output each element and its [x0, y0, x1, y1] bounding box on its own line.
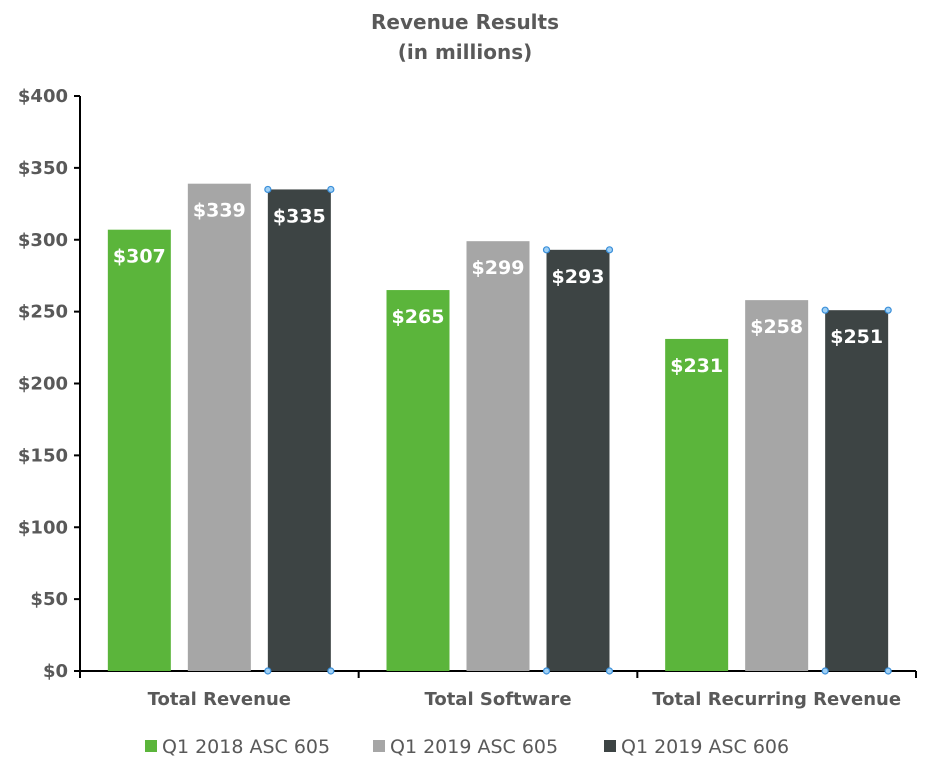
selection-handle[interactable] — [605, 667, 614, 675]
y-tick-label: $300 — [18, 230, 68, 251]
data-label: $299 — [472, 257, 525, 279]
y-tick-label: $50 — [30, 589, 68, 610]
data-label: $293 — [552, 266, 605, 288]
chart-title-line-1: Revenue Results — [371, 10, 559, 34]
selection-handle[interactable] — [264, 185, 272, 194]
y-tick-label: $250 — [18, 302, 68, 323]
chart-title-line-2: (in millions) — [398, 40, 532, 64]
bar-q1-2019-asc-606[interactable] — [825, 310, 889, 671]
y-tick-label: $200 — [18, 374, 68, 395]
selection-handle[interactable] — [821, 667, 829, 675]
data-label: $307 — [113, 246, 166, 268]
selection-handle[interactable] — [264, 667, 272, 675]
y-tick-label: $350 — [18, 158, 68, 179]
bar-q1-2019-asc-605[interactable] — [466, 241, 530, 671]
selection-handle[interactable] — [605, 246, 614, 254]
selection-handle[interactable] — [884, 667, 892, 675]
bar-q1-2018-asc-605[interactable] — [665, 338, 729, 671]
legend-swatch — [604, 740, 616, 752]
selection-handle[interactable] — [884, 306, 892, 314]
bar-q1-2019-asc-605[interactable] — [745, 300, 809, 671]
legend-label: Q1 2019 ASC 606 — [621, 736, 789, 758]
x-tick-label: Total Recurring Revenue — [652, 689, 901, 710]
selection-handle[interactable] — [542, 246, 551, 254]
data-label: $335 — [273, 205, 326, 227]
x-tick-label: Total Software — [424, 689, 571, 710]
selection-handle[interactable] — [327, 667, 335, 675]
data-label: $258 — [750, 316, 803, 338]
data-label: $251 — [830, 326, 883, 348]
y-tick-label: $0 — [43, 661, 68, 682]
bar-q1-2018-asc-605[interactable] — [107, 229, 171, 671]
x-tick-label: Total Revenue — [148, 689, 291, 710]
bar-q1-2019-asc-606[interactable] — [267, 189, 331, 671]
y-tick-label: $150 — [18, 445, 68, 466]
legend-swatch — [373, 740, 385, 752]
y-tick-label: $100 — [18, 517, 68, 538]
legend-label: Q1 2019 ASC 605 — [390, 736, 558, 758]
data-label: $231 — [670, 355, 723, 377]
bar-q1-2018-asc-605[interactable] — [386, 290, 450, 671]
data-label: $265 — [392, 306, 445, 328]
selection-handle[interactable] — [821, 306, 829, 314]
legend-swatch — [145, 740, 157, 752]
bar-q1-2019-asc-606[interactable] — [546, 249, 610, 671]
bar-q1-2019-asc-605[interactable] — [187, 183, 251, 671]
legend-label: Q1 2018 ASC 605 — [162, 736, 330, 758]
selection-handle[interactable] — [327, 185, 335, 194]
selection-handle[interactable] — [542, 667, 551, 675]
y-tick-label: $400 — [18, 86, 68, 107]
data-label: $339 — [193, 200, 246, 222]
